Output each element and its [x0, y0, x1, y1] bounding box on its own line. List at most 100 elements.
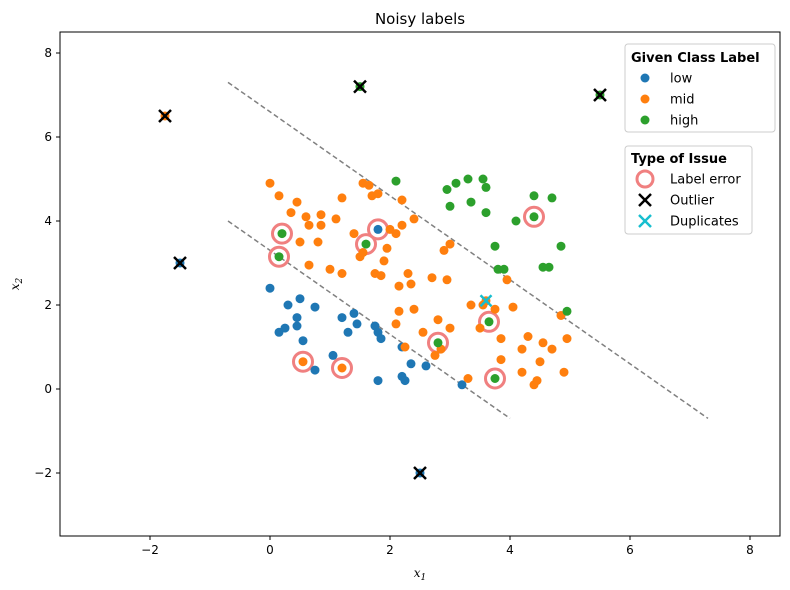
- legend-issue-types-frame: [624, 145, 753, 235]
- label-error-marker: [271, 222, 293, 245]
- outlier-marker-stroke-b: [593, 88, 607, 102]
- y-axis-label-subscript: 2: [15, 277, 25, 284]
- y-tick-label: 2: [44, 298, 52, 312]
- point-mid: [316, 220, 326, 230]
- point-mid: [265, 178, 275, 188]
- point-mid: [295, 237, 305, 247]
- point-low: [295, 294, 305, 304]
- point-mid: [301, 212, 311, 222]
- point-mid: [325, 264, 335, 274]
- point-mid: [496, 355, 506, 365]
- point-mid: [445, 239, 455, 249]
- y-tick-label: 0: [44, 382, 52, 396]
- point-mid: [286, 208, 296, 218]
- point-mid: [559, 367, 569, 377]
- legend-issue-types: Type of Issue Label error Outlier Duplicat…: [624, 145, 753, 235]
- point-mid: [400, 342, 410, 352]
- point-mid: [523, 332, 533, 341]
- decision-boundary-line: [227, 220, 511, 420]
- point-mid: [373, 189, 383, 199]
- legend-marker-low: [640, 73, 650, 83]
- outlier-marker-stroke-b: [173, 256, 187, 270]
- point-low: [310, 302, 320, 312]
- point-high: [529, 191, 539, 201]
- legend-label: Duplicates: [670, 215, 739, 230]
- decision-boundary-line: [227, 81, 709, 420]
- y-axis-label: x2: [8, 277, 25, 290]
- legend-label: high: [670, 114, 698, 129]
- legend-marker-high: [640, 115, 650, 125]
- point-mid: [562, 334, 572, 344]
- x-tick-label: 6: [626, 543, 634, 557]
- x-tick-label: 8: [746, 543, 754, 557]
- point-mid: [376, 271, 386, 281]
- point-low: [328, 350, 338, 360]
- point-low: [310, 365, 320, 375]
- y-tick-label: 6: [44, 130, 52, 144]
- point-low: [298, 336, 308, 346]
- point-low: [265, 283, 275, 293]
- label-error-marker: [331, 357, 353, 379]
- point-mid: [304, 260, 314, 270]
- outlier-marker: [413, 466, 427, 480]
- point-low: [421, 361, 431, 371]
- point-high: [556, 241, 566, 251]
- point-mid: [409, 304, 419, 314]
- legend-marker-label-error: [635, 169, 655, 189]
- point-high: [547, 193, 557, 203]
- point-mid: [547, 344, 557, 354]
- point-mid: [496, 334, 506, 344]
- point-mid: [406, 279, 416, 289]
- point-high: [274, 252, 284, 262]
- outlier-marker-stroke-b: [353, 79, 367, 94]
- point-high: [484, 317, 494, 327]
- point-high: [544, 262, 554, 272]
- legend-label: low: [670, 72, 693, 87]
- point-mid: [409, 214, 419, 224]
- point-mid: [502, 275, 512, 285]
- point-low: [349, 308, 359, 318]
- legend-issue-types-title: Type of Issue: [631, 152, 727, 167]
- x-axis-label-subscript: 1: [421, 573, 427, 583]
- point-mid: [475, 323, 485, 333]
- axes-frame: [59, 31, 781, 537]
- duplicate-marker-stroke-b: [479, 294, 493, 308]
- point-mid: [394, 306, 404, 316]
- legend-label: Outlier: [670, 194, 715, 209]
- y-tick-label: −2: [34, 466, 52, 480]
- point-mid: [430, 350, 440, 360]
- point-high: [451, 178, 461, 188]
- point-mid: [490, 304, 500, 314]
- x-tick-label: 4: [506, 543, 514, 557]
- point-high: [277, 229, 287, 239]
- x-tick-label: 2: [386, 543, 394, 557]
- legend-class-labels-title: Given Class Label: [631, 51, 760, 66]
- outlier-marker: [593, 88, 607, 102]
- point-high: [490, 241, 500, 251]
- point-mid: [394, 281, 404, 291]
- point-mid: [313, 237, 323, 247]
- point-high: [433, 338, 443, 348]
- point-mid: [391, 319, 401, 329]
- point-low: [457, 380, 467, 390]
- point-high: [511, 216, 521, 226]
- point-low: [352, 319, 362, 329]
- point-high: [490, 374, 500, 383]
- point-mid: [403, 269, 413, 278]
- point-mid: [427, 273, 437, 283]
- point-mid: [445, 323, 455, 333]
- point-mid: [517, 344, 527, 354]
- x-tick-label: −2: [141, 543, 159, 557]
- legend-marker-duplicates: [638, 214, 652, 228]
- point-high: [562, 306, 572, 316]
- point-low: [343, 327, 353, 337]
- point-mid: [535, 357, 545, 367]
- point-mid: [337, 269, 347, 278]
- point-high: [463, 174, 473, 184]
- point-mid: [466, 300, 476, 310]
- label-error-marker: [484, 367, 506, 390]
- point-mid: [316, 210, 326, 220]
- point-low: [373, 376, 383, 386]
- point-high: [361, 239, 371, 249]
